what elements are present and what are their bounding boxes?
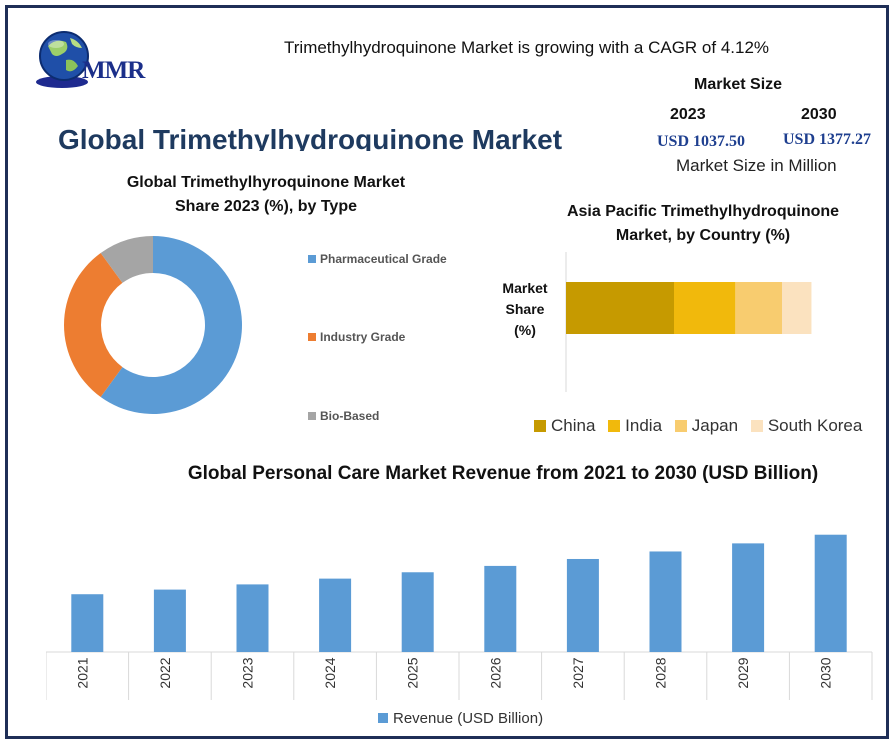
country-stacked-bar-chart xyxy=(565,252,812,392)
x-tick-label-2026: 2026 xyxy=(487,657,503,688)
stacked-segment-south-korea xyxy=(782,282,812,334)
category-label-line-1: Market xyxy=(502,280,548,296)
stacked-segment-china xyxy=(566,282,674,334)
revenue-bar-chart: 2021 2022 2023 2024 2025 2026 2027 2028 2029 2030 xyxy=(46,534,873,700)
legend-swatch xyxy=(750,420,763,432)
cagr-headline: Trimethylhydroquinone Market is growing … xyxy=(284,38,770,57)
country-legend: China India Japan South Korea xyxy=(534,416,870,436)
legend-label: Bio-Based xyxy=(320,409,380,423)
donut-slice-pharmaceutical-grade xyxy=(100,236,243,414)
legend-label: South Korea xyxy=(767,416,863,435)
market-size-year-2023: 2023 xyxy=(670,106,706,123)
revenue-bar-2029 xyxy=(732,543,765,652)
legend-label: Pharmaceutical Grade xyxy=(320,252,447,266)
donut-title-line-2: Share 2023 (%), by Type xyxy=(175,198,357,215)
legend-swatch xyxy=(534,420,546,432)
country-title-line-2: Market, by Country (%) xyxy=(615,227,791,244)
legend-item-india: India xyxy=(608,416,662,436)
donut-slice-bio-based xyxy=(100,236,153,283)
market-size-value-2023: USD 1037.50 xyxy=(657,133,746,150)
brand-logo-text: MMR xyxy=(82,57,145,84)
legend-item-bio-based: Bio-Based xyxy=(308,409,379,423)
legend-label: Revenue (USD Billion) xyxy=(393,710,544,727)
stacked-segment-japan xyxy=(735,282,782,334)
revenue-bar-2025 xyxy=(401,572,434,652)
market-size-unit: Market Size in Million xyxy=(676,156,837,175)
infographic-frame: MMR Trimethylhydroquinone Market is grow… xyxy=(5,5,889,739)
x-tick-label-2025: 2025 xyxy=(405,657,421,688)
x-tick-label-2028: 2028 xyxy=(653,657,669,688)
market-size-year-2030: 2030 xyxy=(801,106,837,123)
x-tick-label-2022: 2022 xyxy=(157,657,173,688)
revenue-bar-2030 xyxy=(814,534,847,652)
revenue-bar-2026 xyxy=(484,565,517,652)
revenue-bar-2024 xyxy=(319,578,352,652)
x-tick-label-2021: 2021 xyxy=(74,657,90,688)
revenue-bar-2027 xyxy=(566,558,599,652)
x-tick-label-2027: 2027 xyxy=(570,657,586,688)
legend-swatch xyxy=(308,412,316,420)
market-size-value-2030: USD 1377.27 xyxy=(783,131,872,148)
legend-swatch xyxy=(308,333,316,341)
country-chart-title: Asia Pacific Trimethylhydroquinone Marke… xyxy=(538,200,868,248)
donut-chart-title: Global Trimethylhyroquinone Market Share… xyxy=(86,171,446,219)
legend-label: China xyxy=(551,416,596,435)
donut-title-line-1: Global Trimethylhyroquinone Market xyxy=(126,174,406,191)
revenue-bar-2022 xyxy=(153,589,186,652)
donut-chart xyxy=(63,236,243,414)
category-label-line-2: Share xyxy=(505,301,545,317)
legend-item-pharmaceutical-grade: Pharmaceutical Grade xyxy=(308,252,447,266)
page-title: Global Trimethylhydroquinone Market xyxy=(58,124,563,151)
legend-item-south-korea: South Korea xyxy=(750,416,863,436)
donut-slice-industry-grade xyxy=(63,252,123,398)
legend-item-japan: Japan xyxy=(674,416,739,436)
x-tick-label-2023: 2023 xyxy=(240,657,256,688)
globe-logo-icon xyxy=(36,31,89,88)
legend-swatch xyxy=(308,255,316,263)
revenue-bar-2028 xyxy=(649,551,682,652)
legend-label: Industry Grade xyxy=(320,330,406,344)
legend-label: Japan xyxy=(691,416,739,435)
market-size-heading: Market Size xyxy=(694,76,783,93)
x-tick-label-2029: 2029 xyxy=(735,657,751,688)
stacked-segment-india xyxy=(674,282,736,334)
legend-swatch xyxy=(608,420,621,432)
x-tick-label-2030: 2030 xyxy=(818,657,834,688)
revenue-legend: Revenue (USD Billion) xyxy=(378,710,543,727)
revenue-bar-2023 xyxy=(236,584,269,652)
category-axis-label: Market Share (%) xyxy=(492,278,558,341)
country-title-line-1: Asia Pacific Trimethylhydroquinone xyxy=(566,203,840,220)
revenue-bar-2021 xyxy=(71,594,104,652)
category-label-line-3: (%) xyxy=(514,322,536,338)
revenue-chart-title: Global Personal Care Market Revenue from… xyxy=(187,463,819,484)
x-tick-label-2024: 2024 xyxy=(322,657,338,688)
legend-item-china: China xyxy=(534,416,595,436)
legend-label: India xyxy=(625,416,663,435)
legend-item-industry-grade: Industry Grade xyxy=(308,330,405,344)
legend-swatch xyxy=(378,713,388,723)
legend-swatch xyxy=(674,420,687,432)
